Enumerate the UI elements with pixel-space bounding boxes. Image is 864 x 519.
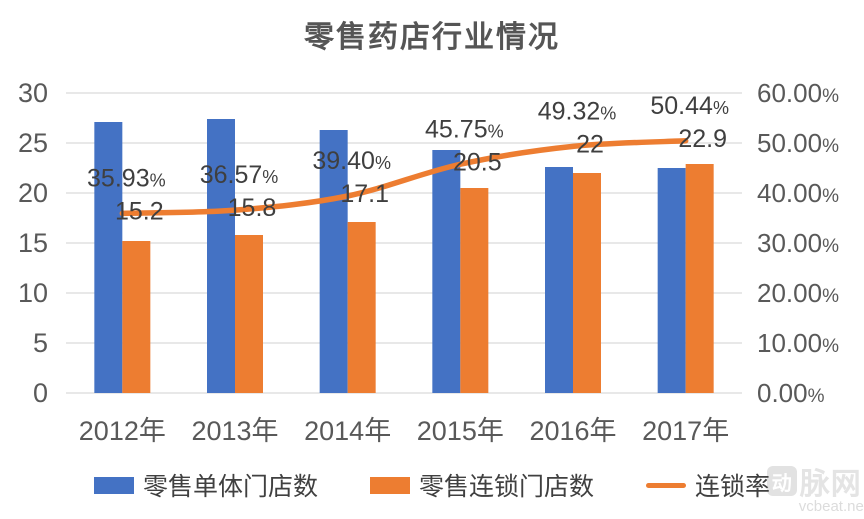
bar-data-label: 15.2 <box>115 197 164 225</box>
x-axis-label: 2017年 <box>642 416 729 446</box>
legend-swatch-orange-bar <box>369 476 410 494</box>
left-axis-tick: 25 <box>18 128 48 158</box>
right-axis-tick: 60.00% <box>757 78 839 108</box>
legend-label-chain-rate: 连锁率 <box>695 473 771 501</box>
legend-swatch-line <box>646 482 686 488</box>
chart-legend: 零售单体门店数 零售连锁门店数 连锁率 <box>0 467 864 503</box>
line-data-label: 50.44% <box>650 92 729 120</box>
left-axis-tick: 20 <box>18 178 48 208</box>
line-data-label: 35.93% <box>87 164 166 192</box>
watermark-logo-icon: 动 <box>766 466 797 496</box>
bar-零售连锁门店数-2016年 <box>573 173 601 393</box>
bar-零售单体门店数-2012年 <box>94 122 123 393</box>
left-axis-tick: 15 <box>18 228 48 258</box>
left-axis-tick: 30 <box>18 78 48 108</box>
bar-零售连锁门店数-2017年 <box>685 164 714 393</box>
bar-零售单体门店数-2015年 <box>432 150 461 393</box>
bar-零售单体门店数-2014年 <box>319 130 348 393</box>
x-axis-label: 2013年 <box>191 416 278 446</box>
legend-item-chain-rate: 连锁率 <box>646 467 770 503</box>
right-axis-tick: 50.00% <box>757 128 839 158</box>
x-axis-label: 2014年 <box>304 416 391 446</box>
right-axis-tick: 10.00% <box>757 328 839 358</box>
bar-data-label: 20.5 <box>453 148 502 176</box>
watermark-url: vcbeat.net <box>798 498 864 515</box>
bar-零售单体门店数-2017年 <box>657 168 686 393</box>
bar-零售连锁门店数-2015年 <box>460 188 489 393</box>
bar-零售连锁门店数-2014年 <box>347 222 376 393</box>
line-连锁率 <box>119 138 689 217</box>
right-axis-tick: 0.00% <box>757 378 825 408</box>
bar-data-label: 22 <box>576 130 604 158</box>
bar-data-label: 17.1 <box>340 180 389 208</box>
watermark: 动 脉网 vcbeat.net <box>766 459 864 515</box>
line-data-label: 45.75% <box>425 115 504 143</box>
line-data-label: 39.40% <box>312 147 391 175</box>
bar-data-label: 15.8 <box>228 194 277 222</box>
bar-零售连锁门店数-2012年 <box>122 241 151 393</box>
line-data-label: 49.32% <box>538 97 617 125</box>
bar-零售单体门店数-2016年 <box>545 167 573 393</box>
bar-data-label: 22.9 <box>678 125 727 153</box>
bar-零售连锁门店数-2013年 <box>235 235 263 393</box>
bar-零售单体门店数-2013年 <box>207 119 235 393</box>
watermark-brand-text: 脉网 <box>799 468 862 501</box>
right-axis-tick: 40.00% <box>757 178 839 208</box>
x-axis-label: 2015年 <box>417 416 504 446</box>
legend-label-chain-stores: 零售连锁门店数 <box>418 473 594 501</box>
legend-item-chain-stores: 零售连锁门店数 <box>369 467 594 503</box>
right-axis-tick: 20.00% <box>757 278 839 308</box>
x-axis-label: 2016年 <box>529 416 616 446</box>
left-axis-tick: 10 <box>18 278 48 308</box>
x-axis-label: 2012年 <box>79 416 166 446</box>
chart-title: 零售药店行业情况 <box>304 21 560 54</box>
legend-item-single-stores: 零售单体门店数 <box>93 467 318 503</box>
left-axis-tick: 0 <box>33 378 48 408</box>
legend-swatch-blue-bar <box>93 476 134 494</box>
line-data-label: 36.57% <box>200 161 279 189</box>
left-axis-tick: 5 <box>33 328 48 358</box>
legend-label-single-stores: 零售单体门店数 <box>142 473 318 501</box>
right-axis-tick: 30.00% <box>757 228 839 258</box>
